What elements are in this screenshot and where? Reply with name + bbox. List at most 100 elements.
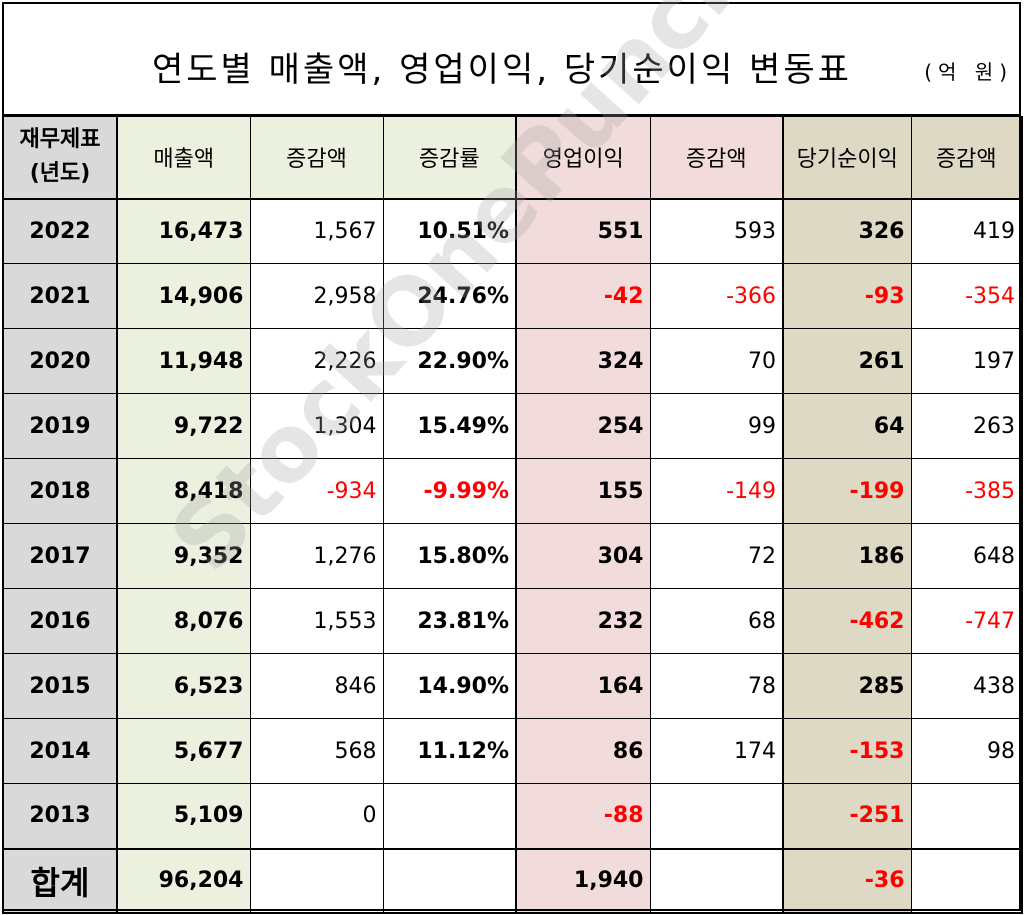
sales-rate-cell: 23.81% [382,588,517,654]
header-sales: 매출액 [116,116,251,200]
sales-delta-cell: 1,304 [249,393,384,459]
op-delta-cell [649,783,784,849]
net-profit-cell: -462 [782,588,912,654]
net-profit-cell: -93 [782,263,912,329]
year-cell: 2021 [2,263,118,329]
net-profit-cell: -251 [782,783,912,849]
year-cell: 2019 [2,393,118,459]
header-net-delta: 증감액 [910,116,1023,200]
net-delta-cell [910,783,1023,849]
header-row: 재무제표 (년도) 매출액 증감액 증감률 영업이익 증감액 당기순이익 증감액 [2,116,1023,200]
table-row: 2016 8,076 1,553 23.81% 232 68 -462 -747 [2,588,1023,654]
op-delta-cell: 78 [649,653,784,719]
sales-rate-cell: 10.51% [382,198,517,264]
table-row: 2015 6,523 846 14.90% 164 78 285 438 [2,653,1023,719]
op-delta-cell: 593 [649,198,784,264]
net-profit-cell: 64 [782,393,912,459]
header-year: 재무제표 (년도) [2,116,118,200]
table-row: 2021 14,906 2,958 24.76% -42 -366 -93 -354 [2,263,1023,329]
sales-rate-cell: 24.76% [382,263,517,329]
total-empty [382,847,517,914]
net-profit-cell: 261 [782,328,912,394]
sales-delta-cell: 846 [249,653,384,719]
page-title: 연도별 매출액, 영업이익, 당기순이익 변동표 [152,50,852,90]
net-profit-cell: -199 [782,458,912,524]
op-delta-cell: 72 [649,523,784,589]
table-row: 2022 16,473 1,567 10.51% 551 593 326 419 [2,198,1023,264]
header-sales-delta: 증감액 [249,116,384,200]
title-bar: 연도별 매출액, 영업이익, 당기순이익 변동표 (억 원) [2,2,1021,116]
table-row: 2018 8,418 -934 -9.99% 155 -149 -199 -385 [2,458,1023,524]
sales-cell: 9,352 [116,523,251,589]
sales-delta-cell: 0 [249,783,384,849]
sales-cell: 16,473 [116,198,251,264]
sales-delta-cell: 2,226 [249,328,384,394]
total-label: 합계 [2,847,118,914]
total-empty [649,847,784,914]
net-profit-cell: 285 [782,653,912,719]
sales-cell: 5,677 [116,718,251,784]
sales-rate-cell: 14.90% [382,653,517,719]
sales-rate-cell [382,783,517,849]
sales-rate-cell: 15.49% [382,393,517,459]
financial-table: 재무제표 (년도) 매출액 증감액 증감률 영업이익 증감액 당기순이익 증감액… [2,116,1023,914]
unit-label: (억 원) [924,60,1013,84]
net-profit-cell: -153 [782,718,912,784]
op-delta-cell: 99 [649,393,784,459]
sales-delta-cell: 568 [249,718,384,784]
sales-cell: 5,109 [116,783,251,849]
sales-cell: 8,418 [116,458,251,524]
net-delta-cell: 419 [910,198,1023,264]
op-delta-cell: -149 [649,458,784,524]
sales-cell: 9,722 [116,393,251,459]
sales-rate-cell: -9.99% [382,458,517,524]
net-profit-cell: 326 [782,198,912,264]
table-row: 2020 11,948 2,226 22.90% 324 70 261 197 [2,328,1023,394]
op-delta-cell: -366 [649,263,784,329]
year-cell: 2014 [2,718,118,784]
table-row: 2014 5,677 568 11.12% 86 174 -153 98 [2,718,1023,784]
year-cell: 2015 [2,653,118,719]
op-profit-cell: 86 [515,718,651,784]
year-cell: 2022 [2,198,118,264]
op-profit-cell: 551 [515,198,651,264]
year-cell: 2013 [2,783,118,849]
sales-cell: 11,948 [116,328,251,394]
sales-cell: 6,523 [116,653,251,719]
year-cell: 2018 [2,458,118,524]
op-delta-cell: 70 [649,328,784,394]
header-year-label: 재무제표 (년도) [19,127,101,187]
op-profit-cell: -42 [515,263,651,329]
header-op-delta: 증감액 [649,116,784,200]
sales-delta-cell: 1,276 [249,523,384,589]
net-profit-cell: 186 [782,523,912,589]
sales-delta-cell: 1,553 [249,588,384,654]
header-net-profit: 당기순이익 [782,116,912,200]
total-empty [910,847,1023,914]
table-row: 2017 9,352 1,276 15.80% 304 72 186 648 [2,523,1023,589]
net-delta-cell: 263 [910,393,1023,459]
header-op-profit: 영업이익 [515,116,651,200]
header-sales-rate: 증감률 [382,116,517,200]
sales-cell: 8,076 [116,588,251,654]
net-delta-cell: 648 [910,523,1023,589]
op-profit-cell: 164 [515,653,651,719]
table-body: 재무제표 (년도) 매출액 증감액 증감률 영업이익 증감액 당기순이익 증감액… [2,116,1023,914]
net-delta-cell: -385 [910,458,1023,524]
op-profit-cell: -88 [515,783,651,849]
sales-cell: 14,906 [116,263,251,329]
total-sales: 96,204 [116,847,251,914]
sales-rate-cell: 22.90% [382,328,517,394]
sales-rate-cell: 15.80% [382,523,517,589]
op-profit-cell: 155 [515,458,651,524]
sales-rate-cell: 11.12% [382,718,517,784]
table-row: 2013 5,109 0 -88 -251 [2,783,1023,849]
op-profit-cell: 304 [515,523,651,589]
op-profit-cell: 324 [515,328,651,394]
op-profit-cell: 232 [515,588,651,654]
sales-delta-cell: 2,958 [249,263,384,329]
sales-delta-cell: 1,567 [249,198,384,264]
total-row: 합계 96,204 1,940 -36 [2,847,1023,914]
net-delta-cell: 197 [910,328,1023,394]
